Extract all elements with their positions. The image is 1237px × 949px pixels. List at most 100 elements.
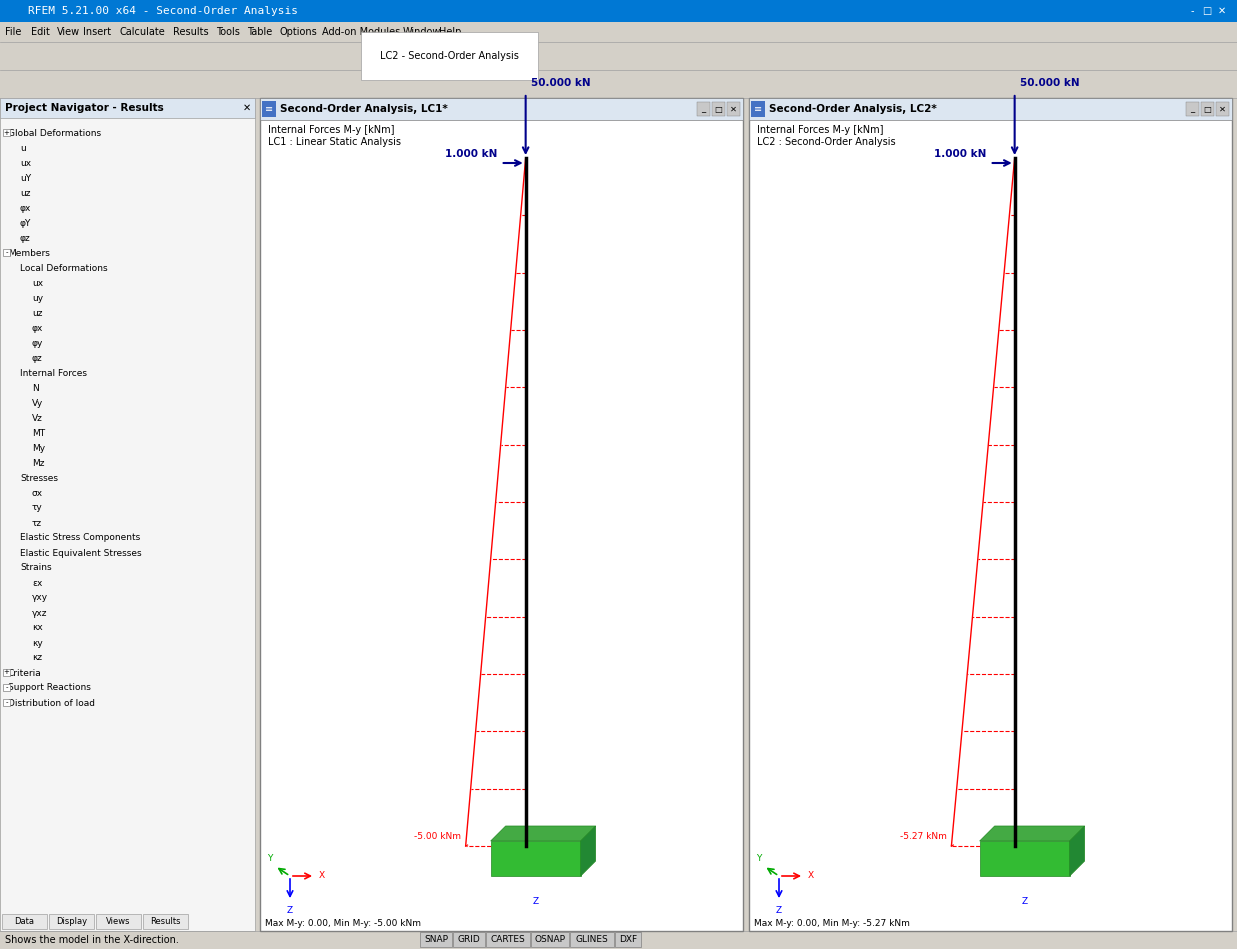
Bar [0,70,1237,98]
Bar [531,932,569,947]
Bar [486,932,529,947]
Text: Y: Y [267,854,272,863]
Text: CARTES: CARTES [491,936,526,944]
Bar [421,932,452,947]
Bar [748,98,1232,931]
Text: My: My [32,443,45,453]
Text: κx: κx [32,623,43,632]
Text: εx: εx [32,579,42,587]
Text: uY: uY [20,174,31,182]
Text: φx: φx [32,324,43,332]
Text: Project Navigator - Results: Project Navigator - Results [5,103,163,113]
Text: Z: Z [533,897,538,906]
Text: View: View [57,27,80,37]
Text: Results: Results [150,918,181,926]
Polygon shape [980,841,1070,876]
Text: κy: κy [32,639,43,647]
Text: Window: Window [402,27,440,37]
Bar [727,102,740,116]
Text: Options: Options [280,27,317,37]
Text: ≡: ≡ [265,104,273,114]
Bar [615,932,641,947]
Text: +: + [4,669,10,676]
Polygon shape [491,841,580,876]
Bar [2,699,10,706]
Text: DXF: DXF [618,936,637,944]
Text: τz: τz [32,518,42,528]
Text: ✕: ✕ [1218,6,1226,16]
Bar [0,98,255,118]
Text: φx: φx [20,203,31,213]
Text: □: □ [714,104,722,114]
Bar [0,42,1237,70]
Bar [96,914,141,929]
Bar [0,931,1237,949]
Text: LC1 : Linear Static Analysis: LC1 : Linear Static Analysis [268,137,401,147]
Text: uy: uy [32,293,43,303]
Text: ≡: ≡ [753,104,762,114]
Text: 50.000 kN: 50.000 kN [531,78,590,88]
Bar [0,22,1237,42]
Text: -: - [1190,6,1194,16]
Text: 50.000 kN: 50.000 kN [1019,78,1079,88]
Text: X: X [808,871,814,881]
Bar [0,98,255,931]
Text: σx: σx [32,489,43,497]
Text: Internal Forces M-y [kNm]: Internal Forces M-y [kNm] [268,125,395,135]
Text: Max M-y: 0.00, Min M-y: -5.27 kNm: Max M-y: 0.00, Min M-y: -5.27 kNm [755,919,910,927]
Text: Table: Table [247,27,272,37]
Text: Add-on Modules: Add-on Modules [322,27,400,37]
Text: -5.27 kNm: -5.27 kNm [899,832,946,841]
Bar [260,98,743,931]
Text: RFEM 5.21.00 x64 - Second-Order Analysis: RFEM 5.21.00 x64 - Second-Order Analysis [28,6,298,16]
Text: □: □ [1202,6,1211,16]
Bar [2,129,10,136]
Polygon shape [980,826,1085,841]
Text: φy: φy [32,339,43,347]
Text: Edit: Edit [31,27,49,37]
Text: Internal Forces: Internal Forces [20,368,87,378]
Text: X: X [319,871,325,881]
Text: Stresses: Stresses [20,474,58,482]
Text: 1.000 kN: 1.000 kN [934,149,987,159]
Text: +: + [4,129,10,136]
Text: MT: MT [32,429,45,437]
Text: Members: Members [7,249,49,257]
Polygon shape [580,826,596,876]
Text: Elastic Equivalent Stresses: Elastic Equivalent Stresses [20,549,141,557]
Text: uz: uz [20,189,31,197]
Text: Second-Order Analysis, LC1*: Second-Order Analysis, LC1* [280,104,448,114]
Bar [748,98,1232,120]
Text: 1.000 kN: 1.000 kN [445,149,497,159]
Text: Help: Help [439,27,461,37]
Text: Criteria: Criteria [7,668,42,678]
Bar [570,932,614,947]
Text: GLINES: GLINES [575,936,609,944]
Polygon shape [491,826,596,841]
Bar [1186,102,1199,116]
Text: Internal Forces M-y [kNm]: Internal Forces M-y [kNm] [757,125,883,135]
Text: Strains: Strains [20,564,52,572]
Text: Z: Z [287,906,293,915]
Text: Z: Z [776,906,782,915]
Text: Vz: Vz [32,414,43,422]
Bar [751,101,764,117]
Text: -: - [5,250,7,255]
Text: γxz: γxz [32,608,47,618]
Bar [49,914,94,929]
Text: File: File [5,27,21,37]
Bar [143,914,188,929]
Text: Support Reactions: Support Reactions [7,683,90,693]
Bar [453,932,485,947]
Text: Results: Results [173,27,209,37]
Text: ✕: ✕ [1218,104,1226,114]
Text: OSNAP: OSNAP [534,936,565,944]
Bar [262,101,276,117]
Text: φY: φY [20,218,31,228]
Text: Second-Order Analysis, LC2*: Second-Order Analysis, LC2* [769,104,936,114]
Text: Mz: Mz [32,458,45,468]
Text: Insert: Insert [83,27,111,37]
Text: -: - [5,684,7,691]
Text: φz: φz [20,233,31,243]
Polygon shape [1070,826,1085,876]
